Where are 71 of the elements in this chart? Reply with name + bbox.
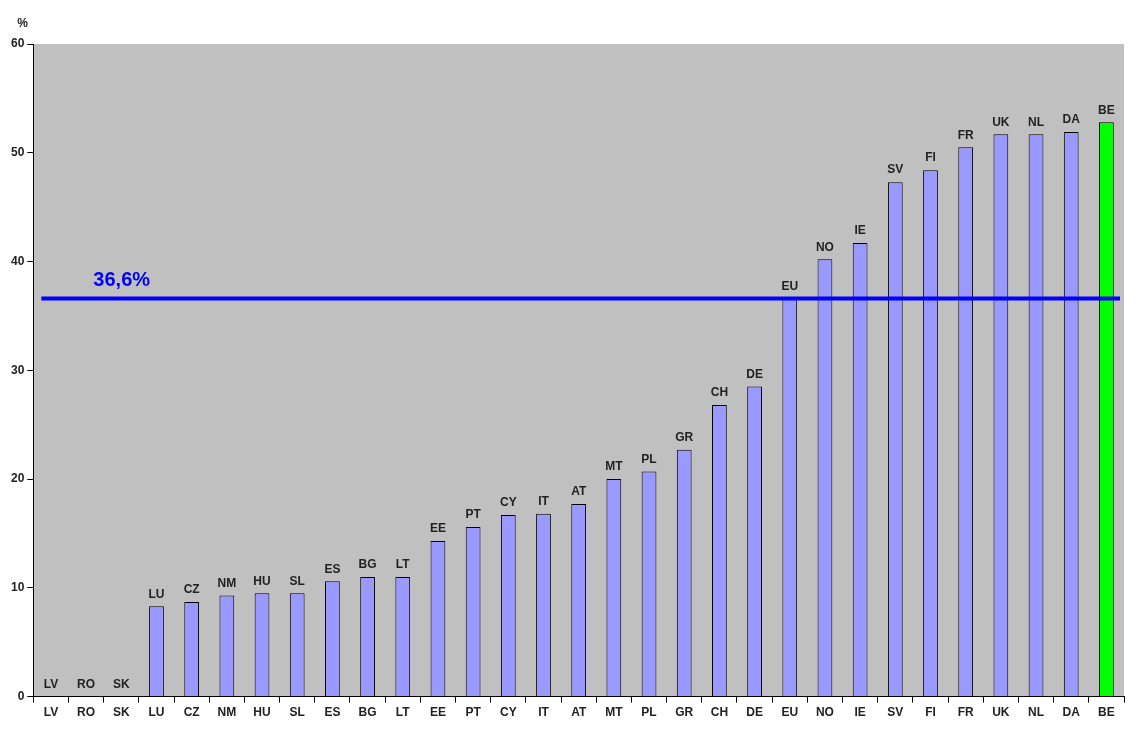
y-tick-label: 0 — [17, 688, 25, 703]
annotation: EE — [429, 521, 446, 536]
annotation: DA — [1062, 112, 1081, 127]
annotation: EU — [781, 278, 799, 293]
y-tick-label: 40 — [10, 253, 25, 268]
annotation: NO — [815, 239, 834, 254]
x-tick-label: NM — [217, 705, 237, 720]
x-tick-label: NO — [815, 705, 834, 720]
x-tick-label: LT — [395, 705, 411, 720]
y-tick-label: 60 — [10, 36, 25, 51]
x-tick-label: CY — [499, 705, 517, 720]
annotation: HU — [253, 573, 271, 588]
x-tick-label: LU — [148, 705, 165, 720]
annotation: FR — [957, 127, 975, 142]
annotation: SK — [112, 676, 130, 691]
x-tick-label: NL — [1028, 705, 1045, 720]
annotation: LT — [395, 557, 411, 572]
annotation: LV — [43, 676, 59, 691]
x-tick-label: ES — [324, 705, 341, 720]
x-tick-label: DA — [1062, 705, 1081, 720]
annotation: CZ — [183, 582, 200, 597]
x-tick-label: PT — [465, 705, 482, 720]
annotation: SV — [887, 162, 904, 177]
x-tick-label: HU — [253, 705, 271, 720]
x-tick-label: UK — [992, 705, 1010, 720]
x-tick-label: DE — [746, 705, 763, 720]
annotation: GR — [675, 430, 694, 445]
annotation: UK — [992, 114, 1010, 129]
annotation: BG — [358, 557, 377, 572]
annotation: BE — [1098, 102, 1115, 117]
annotation: CH — [710, 385, 729, 400]
x-tick-label: BG — [358, 705, 377, 720]
annotation: PT — [465, 507, 482, 522]
x-tick-label: CZ — [183, 705, 200, 720]
x-tick-label: IE — [854, 705, 866, 720]
y-tick-label: 20 — [10, 471, 25, 486]
y-tick-label: 10 — [10, 580, 25, 595]
x-tick-label: CH — [710, 705, 729, 720]
annotation: MT — [605, 459, 624, 474]
annotation: AT — [571, 484, 587, 499]
annotation: DE — [746, 366, 763, 381]
x-tick-label: FI — [925, 705, 936, 720]
annotation: RO — [77, 676, 96, 691]
x-tick-label: BE — [1098, 705, 1115, 720]
x-tick-label: MT — [605, 705, 624, 720]
annotation: SL — [289, 573, 305, 588]
annotation: NL — [1028, 114, 1045, 129]
x-tick-label: EU — [781, 705, 799, 720]
x-tick-label: IT — [538, 705, 550, 720]
ref-line-label: 36,6% — [93, 268, 151, 291]
annotation: CY — [499, 495, 517, 510]
y-tick-label: 30 — [10, 362, 25, 377]
annotation: IT — [538, 494, 550, 509]
x-tick-label: SL — [289, 705, 305, 720]
x-tick-label: FR — [957, 705, 975, 720]
x-tick-label: RO — [77, 705, 96, 720]
y-tick-label: 50 — [10, 145, 25, 160]
x-tick-label: PL — [641, 705, 657, 720]
annotation: PL — [641, 451, 657, 466]
x-tick-label: SK — [112, 705, 130, 720]
x-tick-label: AT — [571, 705, 587, 720]
annotation: NM — [217, 575, 237, 590]
annotation: FI — [925, 150, 936, 165]
x-tick-label: GR — [675, 705, 694, 720]
x-tick-label: EE — [429, 705, 446, 720]
annotation: IE — [854, 223, 866, 238]
x-tick-label: LV — [43, 705, 59, 720]
y-axis-title: % — [17, 16, 29, 31]
x-tick-label: SV — [887, 705, 904, 720]
annotation: ES — [324, 561, 341, 576]
annotation: LU — [148, 586, 165, 601]
